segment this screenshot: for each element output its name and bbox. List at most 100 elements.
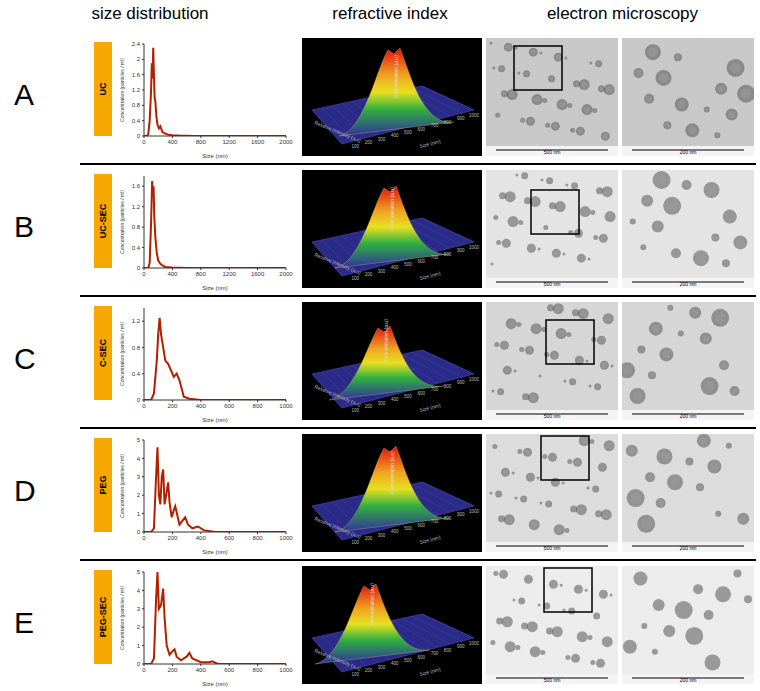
svg-text:100: 100 [351, 672, 359, 677]
svg-text:3: 3 [137, 474, 141, 480]
svg-text:200 nm: 200 nm [680, 281, 697, 287]
svg-text:0.8: 0.8 [132, 224, 141, 230]
svg-text:700: 700 [431, 651, 439, 656]
svg-text:600: 600 [417, 655, 425, 660]
svg-text:0.8: 0.8 [132, 345, 141, 351]
svg-text:2: 2 [137, 624, 141, 630]
svg-text:2000: 2000 [279, 139, 293, 145]
svg-text:1.2: 1.2 [132, 87, 141, 93]
svg-text:Size (nm): Size (nm) [419, 138, 442, 149]
svg-text:1000: 1000 [279, 667, 293, 673]
svg-text:1000: 1000 [469, 641, 480, 646]
svg-text:500: 500 [404, 262, 412, 267]
svg-text:1: 1 [137, 511, 141, 517]
svg-text:500 nm: 500 nm [544, 677, 561, 683]
svg-text:500 nm: 500 nm [544, 281, 561, 287]
svg-text:700: 700 [431, 519, 439, 524]
svg-text:900: 900 [457, 512, 465, 517]
svg-text:100: 100 [351, 540, 359, 545]
svg-text:0: 0 [137, 529, 141, 535]
svg-text:200: 200 [167, 535, 178, 541]
svg-text:1200: 1200 [223, 271, 237, 277]
svg-text:200: 200 [167, 667, 178, 673]
svg-text:Concentration (a.u): Concentration (a.u) [389, 451, 395, 494]
svg-text:800: 800 [253, 403, 264, 409]
svg-text:Concentration (a.u): Concentration (a.u) [369, 583, 375, 626]
svg-text:200 nm: 200 nm [680, 545, 697, 551]
svg-text:400: 400 [391, 397, 399, 402]
svg-text:2: 2 [137, 492, 141, 498]
svg-text:300: 300 [378, 137, 386, 142]
svg-text:200 nm: 200 nm [680, 149, 697, 155]
svg-text:600: 600 [417, 259, 425, 264]
svg-text:500 nm: 500 nm [544, 149, 561, 155]
svg-text:800: 800 [444, 384, 452, 389]
svg-text:Size (nm): Size (nm) [202, 153, 228, 159]
svg-text:700: 700 [431, 387, 439, 392]
svg-text:500: 500 [404, 658, 412, 663]
svg-text:600: 600 [417, 127, 425, 132]
svg-text:2.4: 2.4 [132, 41, 141, 47]
svg-text:Size (nm): Size (nm) [419, 402, 442, 413]
svg-text:400: 400 [196, 667, 207, 673]
svg-text:Relative Intensity (a.u): Relative Intensity (a.u) [314, 251, 363, 275]
svg-text:Size (nm): Size (nm) [202, 285, 228, 291]
svg-text:600: 600 [224, 403, 235, 409]
svg-text:0.4: 0.4 [132, 371, 141, 377]
svg-text:200: 200 [365, 668, 373, 673]
svg-text:200: 200 [365, 272, 373, 277]
svg-text:600: 600 [417, 523, 425, 528]
svg-text:Concentration (a.u): Concentration (a.u) [393, 55, 399, 98]
svg-text:700: 700 [431, 255, 439, 260]
svg-text:100: 100 [351, 276, 359, 281]
svg-text:Concentration (a.u): Concentration (a.u) [383, 319, 389, 362]
svg-text:Concentration (particles / ml): Concentration (particles / ml) [119, 190, 125, 254]
svg-text:1: 1 [137, 643, 141, 649]
svg-text:4: 4 [137, 588, 141, 594]
svg-text:300: 300 [378, 665, 386, 670]
svg-text:Size (nm): Size (nm) [419, 270, 442, 281]
svg-text:800: 800 [444, 120, 452, 125]
svg-text:0: 0 [137, 265, 141, 271]
svg-text:800: 800 [444, 516, 452, 521]
svg-text:Size (nm): Size (nm) [419, 534, 442, 545]
svg-text:600: 600 [224, 535, 235, 541]
svg-text:Relative Intensity (a.u): Relative Intensity (a.u) [314, 119, 363, 143]
svg-text:900: 900 [457, 116, 465, 121]
svg-text:900: 900 [457, 248, 465, 253]
svg-text:100: 100 [351, 144, 359, 149]
svg-text:800: 800 [196, 139, 207, 145]
svg-text:100: 100 [351, 408, 359, 413]
svg-text:1.6: 1.6 [132, 183, 141, 189]
svg-text:1600: 1600 [251, 271, 265, 277]
svg-text:1000: 1000 [469, 113, 480, 118]
svg-text:500 nm: 500 nm [544, 413, 561, 419]
svg-text:1.2: 1.2 [132, 204, 141, 210]
svg-text:0.4: 0.4 [132, 118, 141, 124]
svg-text:Concentration (particles / ml): Concentration (particles / ml) [119, 454, 125, 518]
svg-text:0: 0 [142, 403, 146, 409]
svg-text:500: 500 [404, 130, 412, 135]
svg-text:400: 400 [391, 661, 399, 666]
svg-text:1200: 1200 [223, 139, 237, 145]
svg-text:Concentration (particles / ml): Concentration (particles / ml) [119, 586, 125, 650]
svg-text:0: 0 [142, 139, 146, 145]
svg-text:Concentration (particles / ml): Concentration (particles / ml) [119, 58, 125, 122]
svg-text:400: 400 [167, 271, 178, 277]
svg-text:500: 500 [404, 394, 412, 399]
svg-text:800: 800 [253, 667, 264, 673]
svg-text:1000: 1000 [469, 245, 480, 250]
svg-text:0: 0 [137, 661, 141, 667]
svg-text:400: 400 [391, 265, 399, 270]
svg-text:Size (nm): Size (nm) [202, 549, 228, 555]
svg-text:0: 0 [142, 271, 146, 277]
svg-text:200 nm: 200 nm [680, 413, 697, 419]
svg-text:600: 600 [224, 667, 235, 673]
svg-text:5: 5 [137, 569, 141, 575]
svg-text:800: 800 [196, 271, 207, 277]
svg-text:1600: 1600 [251, 139, 265, 145]
svg-text:900: 900 [457, 644, 465, 649]
svg-text:Concentration (particles / ml): Concentration (particles / ml) [119, 322, 125, 386]
svg-text:1.2: 1.2 [132, 318, 141, 324]
svg-text:1000: 1000 [279, 535, 293, 541]
